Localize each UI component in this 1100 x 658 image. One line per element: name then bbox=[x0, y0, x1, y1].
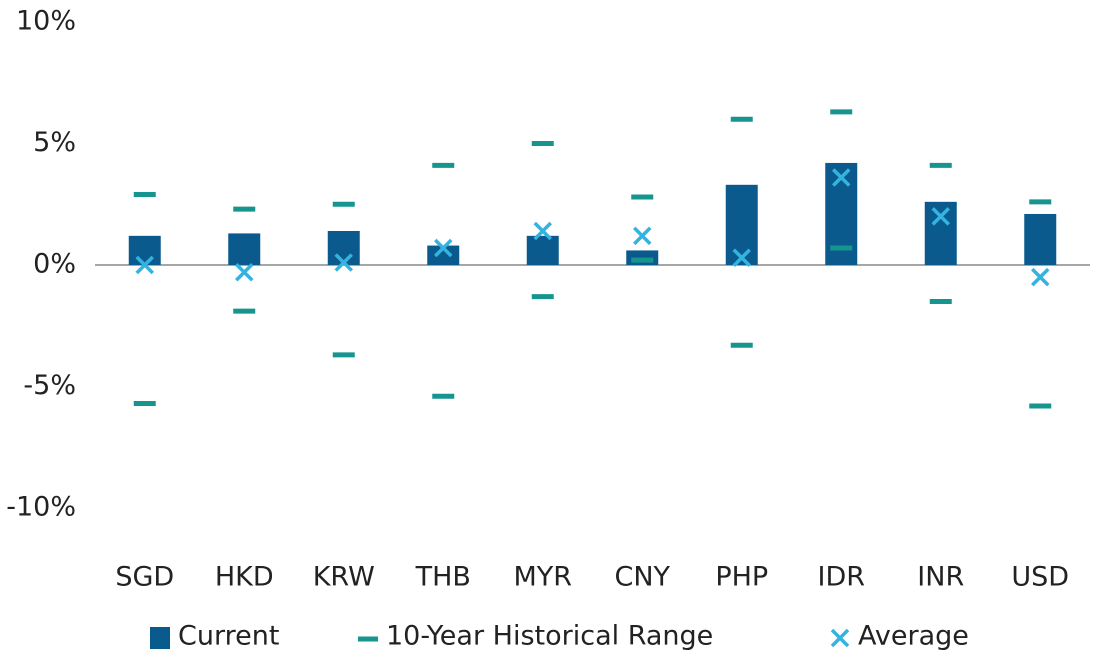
x-tick-label: SGD bbox=[115, 562, 174, 593]
x-tick-label: USD bbox=[1011, 562, 1069, 593]
y-tick-label: 0% bbox=[33, 249, 76, 280]
average-marker bbox=[334, 253, 353, 272]
x-tick-label: HKD bbox=[215, 562, 274, 593]
bar bbox=[427, 245, 460, 265]
y-tick-label: -5% bbox=[23, 370, 76, 401]
x-tick-label: INR bbox=[917, 562, 964, 593]
y-tick-label: 10% bbox=[16, 6, 76, 37]
y-tick-label: -10% bbox=[6, 492, 76, 523]
bar bbox=[128, 235, 161, 265]
average-marker bbox=[135, 255, 154, 275]
legend-swatch bbox=[830, 628, 850, 648]
legend-label: Average bbox=[858, 621, 969, 652]
legend-label: 10-Year Historical Range bbox=[386, 621, 713, 652]
average-marker bbox=[533, 221, 552, 241]
average-marker bbox=[832, 168, 851, 187]
bar bbox=[327, 230, 360, 265]
legend-swatch bbox=[150, 627, 170, 649]
x-tick-label: KRW bbox=[313, 562, 375, 593]
x-tick-label: MYR bbox=[513, 562, 572, 593]
average-marker bbox=[633, 226, 652, 246]
bar bbox=[228, 233, 261, 265]
average-marker bbox=[1031, 267, 1050, 287]
average-marker bbox=[235, 263, 254, 282]
average-marker bbox=[434, 238, 453, 258]
average-marker bbox=[931, 207, 950, 226]
x-tick-label: THB bbox=[415, 562, 471, 593]
bar bbox=[924, 201, 957, 265]
bar bbox=[526, 235, 559, 265]
bar bbox=[1024, 213, 1057, 265]
bar bbox=[725, 184, 758, 265]
x-tick-label: IDR bbox=[817, 562, 865, 593]
legend-label: Current bbox=[178, 621, 279, 652]
x-tick-label: PHP bbox=[715, 562, 768, 593]
average-marker bbox=[732, 248, 751, 267]
x-tick-label: CNY bbox=[614, 562, 670, 593]
y-tick-label: 5% bbox=[33, 127, 76, 158]
